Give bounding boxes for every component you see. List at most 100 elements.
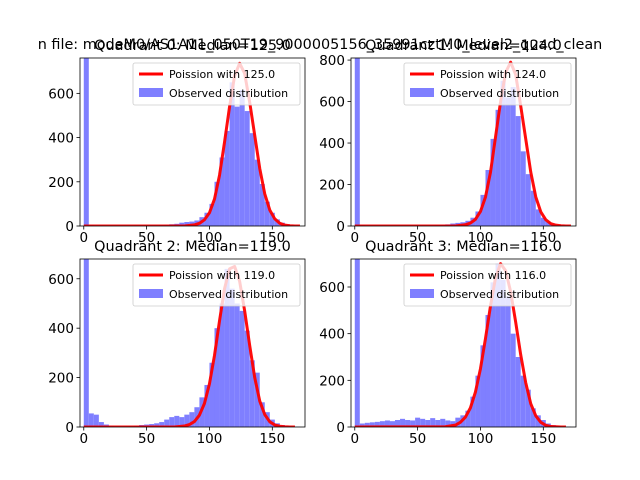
histogram-bar [214, 181, 220, 226]
histogram-bar [490, 282, 496, 427]
histogram-bar [405, 420, 411, 427]
histogram-bar [515, 357, 521, 427]
histogram-bar [154, 423, 160, 427]
plot-area [354, 58, 571, 226]
histogram-bar [354, 259, 360, 427]
legend: Poission with 119.0 Observed distribution [132, 263, 301, 307]
axes-frame [79, 57, 306, 227]
histogram-bar [510, 333, 516, 427]
histogram-bar [495, 109, 501, 226]
histogram-bar [244, 111, 250, 226]
x-tick-label: 150 [259, 431, 285, 447]
histogram-bar [189, 412, 195, 427]
histogram-bar [435, 420, 441, 427]
legend-observed-swatch [410, 88, 434, 97]
legend-fit-label: Poission with 124.0 [440, 68, 546, 81]
x-tick-label: 150 [530, 230, 556, 246]
x-tick-label: 50 [138, 230, 155, 246]
quadrant-0-title: Quadrant 0: Median=125.0 [94, 38, 291, 54]
histogram-bar [179, 417, 185, 427]
quadrant-0-panel: 0 50 100 150 0 200 400 600 Quadrant 0: Median=12… [48, 38, 306, 246]
histogram-bar [510, 87, 516, 226]
x-tick-label: 0 [79, 230, 88, 246]
histogram-bar [535, 209, 541, 226]
legend-observed-swatch [139, 88, 163, 97]
histogram-bar [530, 408, 536, 427]
y-tick-label: 200 [48, 371, 74, 387]
histogram-bar [224, 268, 230, 427]
histogram-bar [269, 212, 275, 226]
histogram-bar [530, 190, 536, 226]
histogram-bar [83, 259, 89, 427]
histogram-bar [204, 212, 210, 226]
y-tick-label: 600 [319, 95, 345, 111]
histogram-bar [209, 362, 215, 427]
histogram-bar [234, 106, 240, 226]
y-tick-label: 200 [319, 373, 345, 389]
legend-fit-label: Poission with 116.0 [440, 269, 546, 282]
histogram-bar [169, 417, 175, 427]
histogram-bar [389, 421, 395, 427]
legend-fit-label: Poission with 125.0 [169, 68, 275, 81]
histogram-bar [239, 90, 245, 226]
histogram-bar [369, 422, 375, 427]
histogram-bar [93, 414, 99, 427]
legend: Poission with 124.0 Observed distribution [403, 62, 572, 106]
histogram-bar [364, 422, 370, 427]
legend-observed-label: Observed distribution [169, 288, 288, 301]
axes-frame [350, 57, 577, 227]
histogram-bar [219, 303, 225, 427]
histogram-bar [485, 315, 491, 427]
histogram-bar [500, 80, 506, 226]
y-tick-label: 600 [48, 272, 74, 288]
histogram-bar [400, 418, 406, 427]
legend-observed-label: Observed distribution [169, 87, 288, 100]
x-tick-label: 100 [468, 230, 494, 246]
histogram-bar [354, 58, 360, 226]
panels: 0 50 100 150 0 200 400 600 Quadrant 0: Median=12… [48, 38, 577, 447]
x-tick-label: 50 [409, 230, 426, 246]
histogram-bar [515, 116, 521, 226]
histogram-bar [520, 151, 526, 226]
legend: Poission with 116.0 Observed distribution [403, 263, 572, 307]
histogram-bar [184, 222, 190, 226]
x-tick-label: 100 [468, 431, 494, 447]
y-tick-label: 0 [336, 219, 345, 235]
x-tick-label: 50 [409, 431, 426, 447]
histogram-bar [229, 82, 235, 226]
axes-frame [350, 258, 577, 428]
y-tick-label: 400 [319, 327, 345, 343]
x-tick-label: 100 [197, 431, 223, 447]
histogram-bar [545, 221, 551, 226]
histogram-bar [224, 130, 230, 226]
histogram-bar [505, 296, 511, 427]
histogram-bar [445, 420, 451, 427]
histogram-bar [480, 194, 486, 226]
histogram-bar [394, 420, 401, 427]
y-tick-label: 0 [65, 420, 74, 436]
histogram-bar [249, 133, 255, 226]
histogram-bar [88, 413, 94, 427]
x-tick-label: 0 [350, 431, 359, 447]
y-tick-label: 600 [48, 86, 74, 102]
legend-box [132, 263, 301, 307]
x-tick-label: 0 [350, 230, 359, 246]
histogram-bar [490, 138, 496, 226]
y-tick-label: 400 [319, 136, 345, 152]
legend-observed-swatch [139, 289, 163, 298]
histogram-bar [259, 184, 265, 226]
histogram-bar [159, 422, 165, 427]
histogram-bar [420, 418, 426, 427]
quadrant-1-panel: 0 50 100 150 0 200 400 600 800 Quadrant 1: Median… [319, 38, 577, 246]
histogram-bar [264, 201, 270, 226]
histogram-bar [485, 170, 491, 226]
y-tick-label: 600 [319, 280, 345, 296]
histogram-bar [179, 222, 185, 226]
y-tick-label: 400 [48, 321, 74, 337]
histogram-bar [164, 419, 170, 427]
quadrant-1-title: Quadrant 1: Median=124.0 [365, 38, 562, 54]
legend-box [132, 62, 301, 106]
quadrant-3-title: Quadrant 3: Median=116.0 [365, 239, 562, 255]
y-tick-label: 200 [319, 178, 345, 194]
